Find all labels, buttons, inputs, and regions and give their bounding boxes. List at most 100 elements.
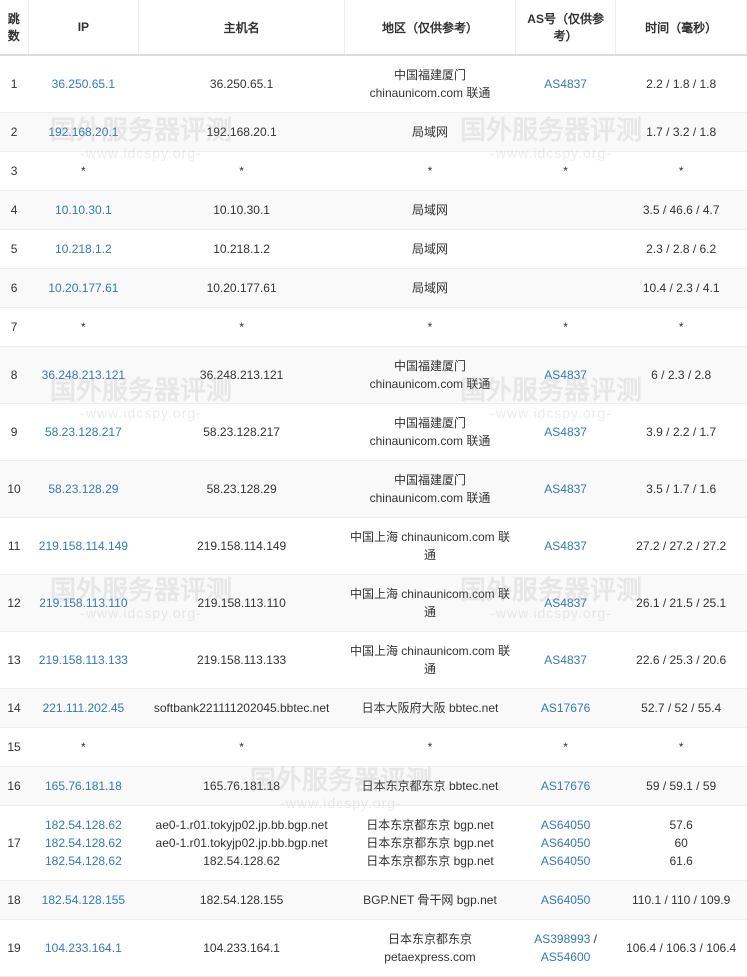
cell-hop: 11 [0, 518, 28, 575]
ip-link[interactable]: 165.76.181.18 [45, 779, 122, 793]
table-row: 19104.233.164.1104.233.164.1日本东京都东京 peta… [0, 920, 747, 977]
as-link[interactable]: AS4837 [544, 425, 587, 439]
table-row: 836.248.213.12136.248.213.121中国福建厦门 chin… [0, 347, 747, 404]
cell-ip: * [28, 728, 139, 767]
cell-location: * [345, 308, 516, 347]
cell-host: ae0-1.r01.tokyjp02.jp.bb.bgp.netae0-1.r0… [139, 806, 345, 881]
ip-link[interactable]: 10.20.177.61 [48, 281, 118, 295]
cell-location: 中国福建厦门 chinaunicom.com 联通 [345, 404, 516, 461]
cell-location: 中国福建厦门 chinaunicom.com 联通 [345, 55, 516, 113]
ip-link[interactable]: 104.233.164.1 [45, 941, 122, 955]
cell-time: 1.7 / 3.2 / 1.8 [616, 113, 747, 152]
cell-location: 局域网 [345, 191, 516, 230]
cell-ip: 219.158.113.110 [28, 575, 139, 632]
cell-ip: 10.10.30.1 [28, 191, 139, 230]
as-link[interactable]: AS4837 [544, 482, 587, 496]
cell-ip: 182.54.128.62182.54.128.62182.54.128.62 [28, 806, 139, 881]
cell-location: * [345, 152, 516, 191]
header-hop: 跳数 [0, 0, 28, 55]
cell-ip: 58.23.128.217 [28, 404, 139, 461]
cell-hop: 5 [0, 230, 28, 269]
ip-link[interactable]: 182.54.128.62 [32, 816, 135, 834]
cell-location: 中国上海 chinaunicom.com 联通 [345, 518, 516, 575]
ip-link[interactable]: 58.23.128.217 [45, 425, 122, 439]
cell-hop: 13 [0, 632, 28, 689]
ip-link[interactable]: 10.218.1.2 [55, 242, 112, 256]
ip-link[interactable]: 36.250.65.1 [52, 77, 115, 91]
cell-time: 52.7 / 52 / 55.4 [616, 689, 747, 728]
cell-host: * [139, 152, 345, 191]
as-link[interactable]: AS17676 [541, 779, 590, 793]
cell-time: 10.4 / 2.3 / 4.1 [616, 269, 747, 308]
table-row: 958.23.128.21758.23.128.217中国福建厦门 chinau… [0, 404, 747, 461]
cell-location: BGP.NET 骨干网 bgp.net [345, 881, 516, 920]
cell-time: 6 / 2.3 / 2.8 [616, 347, 747, 404]
header-ip: IP [28, 0, 139, 55]
cell-as: AS4837 [515, 55, 615, 113]
ip-link[interactable]: 221.111.202.45 [43, 701, 125, 715]
cell-time: * [616, 308, 747, 347]
cell-time: 59 / 59.1 / 59 [616, 767, 747, 806]
as-link[interactable]: AS54600 [541, 950, 590, 964]
cell-ip: 10.20.177.61 [28, 269, 139, 308]
as-link[interactable]: AS4837 [544, 653, 587, 667]
cell-hop: 6 [0, 269, 28, 308]
cell-ip: 58.23.128.29 [28, 461, 139, 518]
as-link[interactable]: AS398993 [534, 932, 590, 946]
ip-link[interactable]: 192.168.20.1 [48, 125, 118, 139]
cell-ip: * [28, 152, 139, 191]
cell-host: softbank221111202045.bbtec.net [139, 689, 345, 728]
cell-ip: 192.168.20.1 [28, 113, 139, 152]
cell-ip: 219.158.113.133 [28, 632, 139, 689]
cell-as: AS4837 [515, 347, 615, 404]
cell-hop: 1 [0, 55, 28, 113]
cell-hop: 2 [0, 113, 28, 152]
ip-link[interactable]: 182.54.128.155 [42, 893, 125, 907]
header-host: 主机名 [139, 0, 345, 55]
cell-location: 日本大阪府大阪 bbtec.net [345, 689, 516, 728]
cell-as: AS17676 [515, 689, 615, 728]
cell-host: 182.54.128.155 [139, 881, 345, 920]
ip-link[interactable]: 58.23.128.29 [48, 482, 118, 496]
as-link[interactable]: AS4837 [544, 77, 587, 91]
ip-link[interactable]: 219.158.114.149 [39, 539, 128, 553]
cell-host: 104.233.164.1 [139, 920, 345, 977]
as-link[interactable]: AS64050 [519, 852, 611, 870]
as-link[interactable]: AS4837 [544, 596, 587, 610]
cell-location: 中国福建厦门 chinaunicom.com 联通 [345, 347, 516, 404]
cell-host: 58.23.128.29 [139, 461, 345, 518]
table-row: 510.218.1.210.218.1.2局域网2.3 / 2.8 / 6.2 [0, 230, 747, 269]
ip-link[interactable]: 182.54.128.62 [32, 852, 135, 870]
cell-host: 219.158.113.110 [139, 575, 345, 632]
cell-time: 3.5 / 1.7 / 1.6 [616, 461, 747, 518]
ip-link[interactable]: 36.248.213.121 [42, 368, 125, 382]
as-link[interactable]: AS17676 [541, 701, 590, 715]
table-body: 136.250.65.136.250.65.1中国福建厦门 chinaunico… [0, 55, 747, 977]
cell-host: 219.158.114.149 [139, 518, 345, 575]
table-row: 13219.158.113.133219.158.113.133中国上海 chi… [0, 632, 747, 689]
as-link[interactable]: AS64050 [519, 834, 611, 852]
cell-as [515, 269, 615, 308]
ip-link[interactable]: 10.10.30.1 [55, 203, 112, 217]
ip-link[interactable]: 182.54.128.62 [32, 834, 135, 852]
table-row: 1058.23.128.2958.23.128.29中国福建厦门 chinaun… [0, 461, 747, 518]
cell-ip: 182.54.128.155 [28, 881, 139, 920]
cell-as [515, 113, 615, 152]
as-link[interactable]: AS4837 [544, 368, 587, 382]
table-row: 610.20.177.6110.20.177.61局域网10.4 / 2.3 /… [0, 269, 747, 308]
cell-ip: 10.218.1.2 [28, 230, 139, 269]
cell-as [515, 230, 615, 269]
ip-link[interactable]: 219.158.113.133 [39, 653, 128, 667]
cell-as: * [515, 728, 615, 767]
cell-location: * [345, 728, 516, 767]
cell-host: 36.248.213.121 [139, 347, 345, 404]
cell-time: 110.1 / 110 / 109.9 [616, 881, 747, 920]
cell-time: 2.2 / 1.8 / 1.8 [616, 55, 747, 113]
ip-link[interactable]: 219.158.113.110 [39, 596, 127, 610]
cell-ip: * [28, 308, 139, 347]
as-link[interactable]: AS64050 [541, 893, 590, 907]
table-row: 14221.111.202.45softbank221111202045.bbt… [0, 689, 747, 728]
as-link[interactable]: AS4837 [544, 539, 587, 553]
as-link[interactable]: AS64050 [519, 816, 611, 834]
cell-location: 中国福建厦门 chinaunicom.com 联通 [345, 461, 516, 518]
